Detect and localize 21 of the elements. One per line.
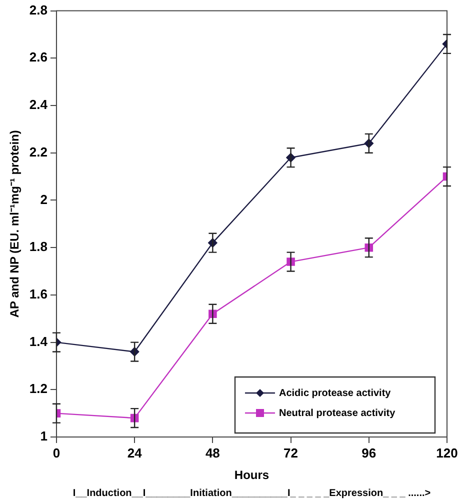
x-tick-label: 96 xyxy=(362,445,376,460)
x-tick-label: 72 xyxy=(284,445,298,460)
x-tick-label: 48 xyxy=(205,445,220,460)
y-tick-label: 2 xyxy=(40,192,48,207)
y-tick-label: 1.6 xyxy=(29,286,48,302)
y-tick-label: 1.8 xyxy=(29,239,48,254)
x-tick-label: 120 xyxy=(436,445,458,460)
legend-label: Neutral protease activity xyxy=(279,408,396,419)
x-tick-label: 24 xyxy=(127,445,143,460)
y-axis-title: AP and NP (EU. ml⁻¹mg⁻¹ protein) xyxy=(8,130,22,318)
y-tick-label: 2.4 xyxy=(29,97,48,112)
y-tick-label: 1.2 xyxy=(29,381,48,396)
y-tick-label: 2.2 xyxy=(29,144,48,160)
x-axis-title: Hours xyxy=(234,468,270,482)
y-tick-label: 1.4 xyxy=(29,334,48,349)
y-tick-label: 1 xyxy=(40,428,48,444)
y-tick-label: 2.8 xyxy=(29,2,48,18)
text: I__Induction__I________Initiation__________I_ _ _ _ _Expression_ _ _ ......> xyxy=(72,488,431,499)
y-tick-label: 2.6 xyxy=(29,50,48,65)
x-tick-label: 0 xyxy=(52,445,60,460)
legend-label: Acidic protease activity xyxy=(279,388,392,399)
